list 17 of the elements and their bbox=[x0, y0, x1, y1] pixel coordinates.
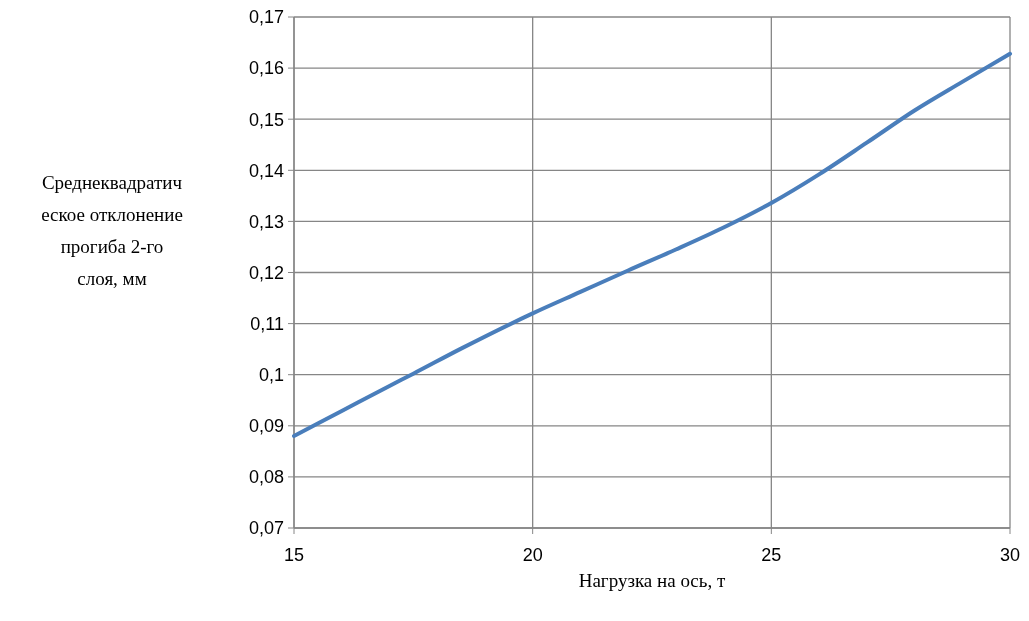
y-tick-label: 0,15 bbox=[248, 109, 284, 130]
y-tick-label: 0,08 bbox=[248, 467, 284, 488]
y-tick-label: 0,1 bbox=[258, 365, 284, 385]
y-tick-label: 0,11 bbox=[250, 313, 284, 334]
x-tick-label: 15 bbox=[283, 545, 305, 565]
x-tick-label: 30 bbox=[999, 545, 1021, 565]
x-tick-label: 25 bbox=[761, 545, 782, 565]
y-tick-label: 0,16 bbox=[248, 58, 284, 79]
y-tick-label: 0,14 bbox=[248, 160, 284, 181]
y-tick-label: 0,07 bbox=[248, 518, 284, 539]
y-tick-label: 0,17 bbox=[248, 7, 284, 28]
y-tick-label: 0,12 bbox=[248, 262, 284, 283]
x-axis-title: Нагрузка на ось, т bbox=[578, 570, 726, 591]
y-axis-title: Среднеквадратическое отклонение прогиба 2-го слоя, мм bbox=[41, 172, 183, 289]
y-tick-label: 0,13 bbox=[248, 211, 284, 232]
x-tick-label: 20 bbox=[522, 545, 543, 565]
y-tick-label: 0,09 bbox=[248, 416, 284, 437]
